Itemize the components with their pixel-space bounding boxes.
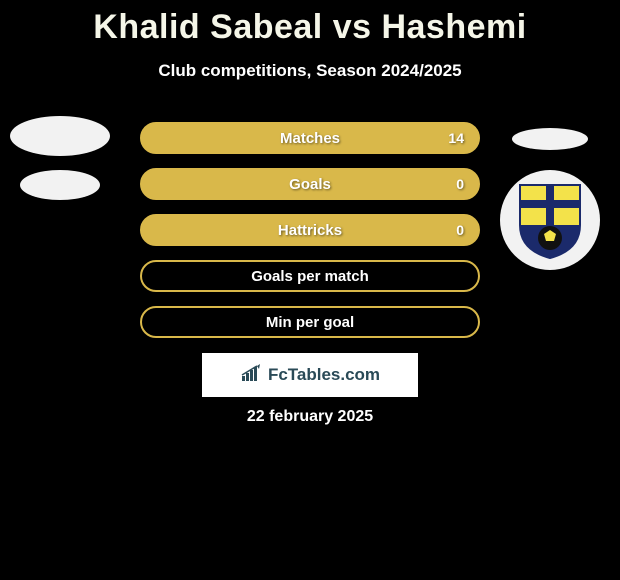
- branding-box: FcTables.com: [202, 353, 418, 397]
- stat-row-goals-per-match: Goals per match: [140, 260, 480, 292]
- page-title: Khalid Sabeal vs Hashemi: [0, 0, 620, 47]
- player-photo-top: [10, 116, 110, 156]
- stat-list: Matches 14 Goals 0 Hattricks 0 Goals per…: [140, 122, 480, 338]
- stat-row-goals: Goals 0: [140, 168, 480, 200]
- stat-row-min-per-goal: Min per goal: [140, 306, 480, 338]
- stat-label: Hattricks: [278, 222, 342, 239]
- right-player-placeholder-small: [512, 128, 588, 150]
- stat-value: 14: [448, 130, 464, 146]
- date-text: 22 february 2025: [0, 408, 620, 426]
- club-crest-badge: [500, 170, 600, 270]
- stat-label: Matches: [280, 130, 340, 147]
- page-subtitle: Club competitions, Season 2024/2025: [0, 61, 620, 81]
- branding-text: FcTables.com: [268, 365, 380, 385]
- stat-value: 0: [456, 222, 464, 238]
- stat-label: Goals per match: [251, 268, 369, 285]
- stat-row-matches: Matches 14: [140, 122, 480, 154]
- stat-row-hattricks: Hattricks 0: [140, 214, 480, 246]
- stat-label: Min per goal: [266, 314, 354, 331]
- stat-value: 0: [456, 176, 464, 192]
- player-photo-bottom: [20, 170, 100, 200]
- club-crest-icon: [515, 180, 585, 260]
- left-player-placeholder: [10, 116, 110, 200]
- stat-label: Goals: [289, 176, 331, 193]
- chart-icon: [240, 364, 262, 387]
